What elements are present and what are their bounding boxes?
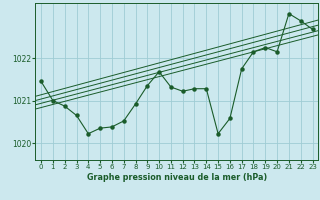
X-axis label: Graphe pression niveau de la mer (hPa): Graphe pression niveau de la mer (hPa) — [87, 173, 267, 182]
